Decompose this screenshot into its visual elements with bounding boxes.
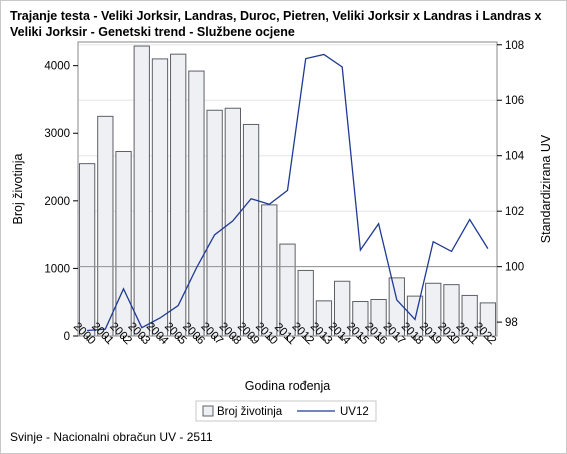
y-right-tick-label: 98: [505, 317, 518, 329]
y-left-tick-label: 3000: [44, 128, 70, 140]
bar: [206, 109, 223, 337]
bar: [224, 107, 241, 337]
legend-bar-swatch: [202, 405, 214, 417]
y-left-tick-label: 2000: [44, 196, 70, 208]
y-right-axis-label: Standardizirana UV: [539, 134, 553, 243]
chart-title: Trajanje testa - Veliki Jorksir, Landras…: [10, 9, 542, 39]
legend-line-label: UV12: [340, 406, 369, 418]
bar: [115, 150, 132, 337]
uv12-line: [87, 53, 489, 332]
bar: [133, 45, 150, 337]
bar: [261, 204, 278, 337]
legend-box: [195, 400, 377, 422]
y-right-tick-label: 106: [505, 95, 524, 107]
y-right-tick-label: 100: [505, 262, 524, 274]
y-right-tick-label: 104: [505, 151, 525, 163]
bar: [242, 123, 260, 337]
bar: [188, 70, 205, 337]
x-axis-label: Godina rođenja: [245, 379, 331, 393]
footnote: Svinje - Nacionalni obračun UV - 2511: [10, 430, 213, 444]
y-right-tick-label: 108: [505, 40, 524, 52]
y-left-tick-label: 1000: [44, 263, 70, 275]
y-right-tick-label: 102: [505, 206, 524, 218]
y-left-tick-label: 4000: [44, 61, 70, 73]
bar: [151, 58, 169, 337]
legend-bar-label: Broj životinja: [217, 406, 283, 418]
bar: [78, 163, 96, 337]
y-left-tick-label: 0: [64, 331, 70, 343]
bar: [97, 115, 114, 337]
y-left-axis-label: Broj životinja: [11, 154, 25, 225]
